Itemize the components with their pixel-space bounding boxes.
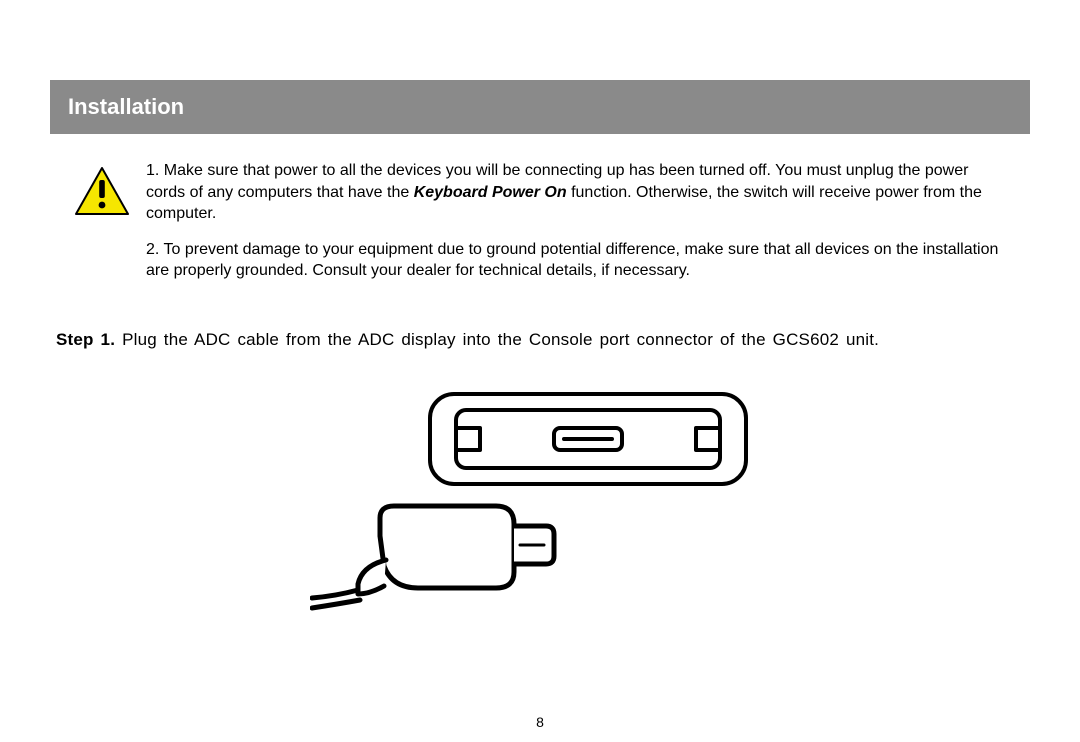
warning-1-prefix: 1. bbox=[146, 162, 164, 179]
warning-item-2: 2. To prevent damage to your equipment d… bbox=[146, 239, 1006, 282]
warning-2-text: To prevent damage to your equipment due … bbox=[146, 241, 998, 280]
warning-1-emph: Keyboard Power On bbox=[414, 184, 567, 201]
warning-2-prefix: 2. bbox=[146, 241, 164, 258]
step-1-text: Plug the ADC cable from the ADC display … bbox=[115, 330, 879, 349]
page-number: 8 bbox=[0, 714, 1080, 730]
document-page: Installation 1. Make sure that power to … bbox=[0, 0, 1080, 623]
diagram bbox=[50, 388, 1030, 623]
step-1-label: Step 1. bbox=[56, 330, 115, 349]
section-title: Installation bbox=[68, 94, 184, 119]
warning-text: 1. Make sure that power to all the devic… bbox=[146, 160, 1006, 296]
warning-item-1: 1. Make sure that power to all the devic… bbox=[146, 160, 1006, 225]
section-header: Installation bbox=[50, 80, 1030, 134]
warning-icon bbox=[74, 166, 130, 221]
warning-block: 1. Make sure that power to all the devic… bbox=[50, 160, 1030, 296]
step-1-line: Step 1. Plug the ADC cable from the ADC … bbox=[50, 330, 1030, 350]
